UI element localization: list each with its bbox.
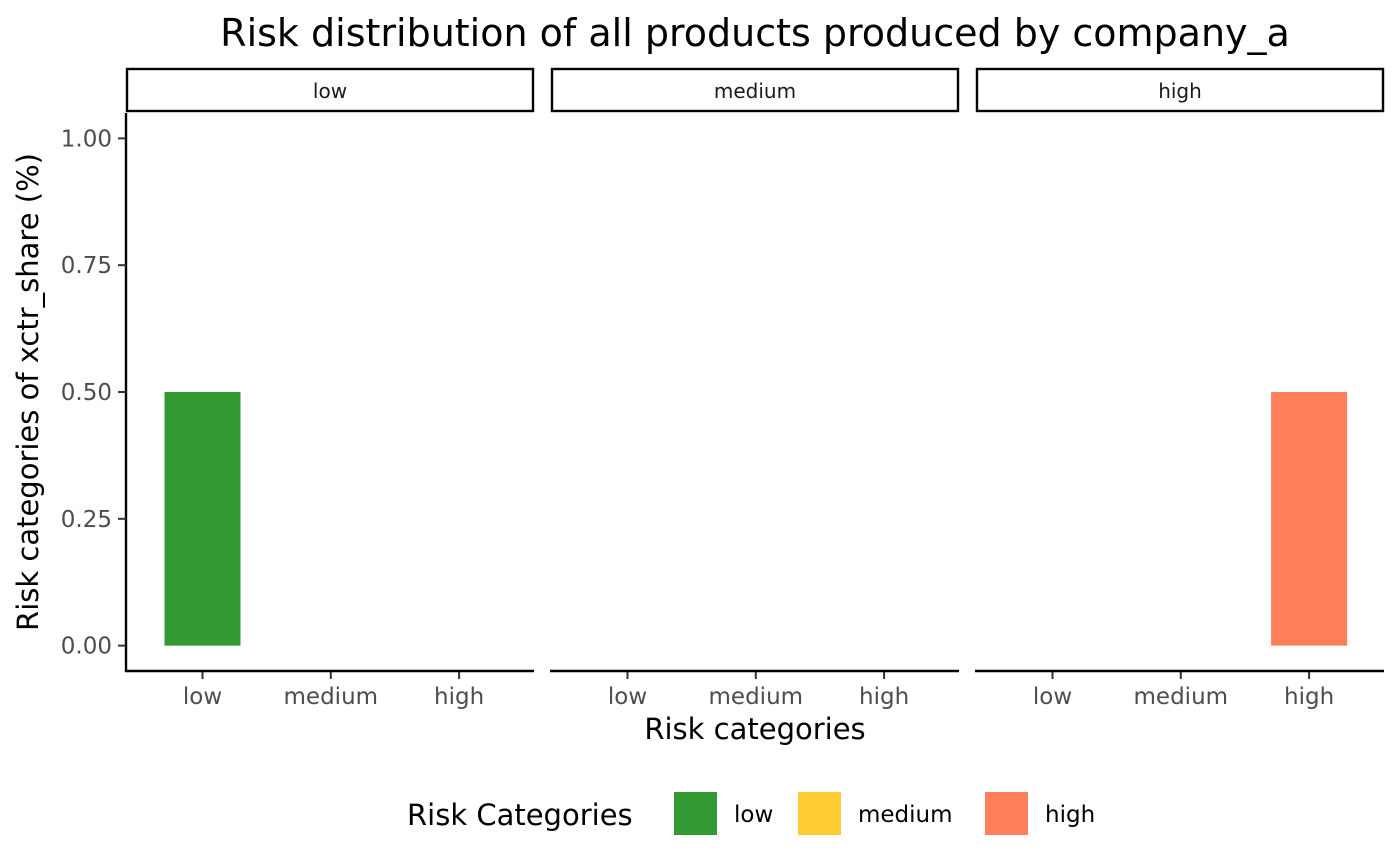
x-tick-label: low xyxy=(608,684,647,710)
facet-strip-label: high xyxy=(1158,79,1202,103)
legend: Risk Categories low medium high xyxy=(407,792,1095,835)
facet-strip-label: medium xyxy=(714,79,796,103)
facet-strip xyxy=(550,67,960,113)
x-tick-label: medium xyxy=(284,684,379,710)
x-tick-label: high xyxy=(434,684,484,710)
facet-strip xyxy=(975,67,1385,113)
bar-low-low xyxy=(164,392,241,646)
legend-label-low: low xyxy=(734,802,773,828)
y-tick-label: 0.75 xyxy=(61,253,112,279)
y-tick-label: 1.00 xyxy=(61,126,112,152)
facet-strip-label: low xyxy=(313,79,347,103)
legend-label-medium: medium xyxy=(858,802,953,828)
facet-panel-high: high low medium high xyxy=(975,67,1385,710)
y-axis: 0.00 0.25 0.50 0.75 1.00 xyxy=(61,113,128,672)
x-tick-label: low xyxy=(1033,684,1072,710)
facet-strip xyxy=(125,67,535,113)
x-tick-label: medium xyxy=(709,684,804,710)
legend-key-low xyxy=(674,792,717,835)
x-tick-label: medium xyxy=(1134,684,1229,710)
legend-label-high: high xyxy=(1045,802,1095,828)
x-tick-label: low xyxy=(183,684,222,710)
y-tick-label: 0.00 xyxy=(61,634,112,660)
x-tick-label: high xyxy=(1284,684,1334,710)
chart-title: Risk distribution of all products produc… xyxy=(220,11,1290,55)
legend-title: Risk Categories xyxy=(407,798,633,832)
bar-high-high xyxy=(1271,392,1348,646)
legend-key-medium xyxy=(798,792,841,835)
legend-key-high xyxy=(985,792,1028,835)
y-tick-label: 0.25 xyxy=(61,507,112,533)
facet-panel-low: low low medium high xyxy=(125,67,535,710)
x-tick-label: high xyxy=(859,684,909,710)
facet-panel-medium: medium low medium high xyxy=(550,67,960,710)
y-axis-title: Risk categories of xctr_share (%) xyxy=(11,153,45,631)
x-axis-title: Risk categories xyxy=(644,712,865,746)
y-tick-label: 0.50 xyxy=(61,380,112,406)
